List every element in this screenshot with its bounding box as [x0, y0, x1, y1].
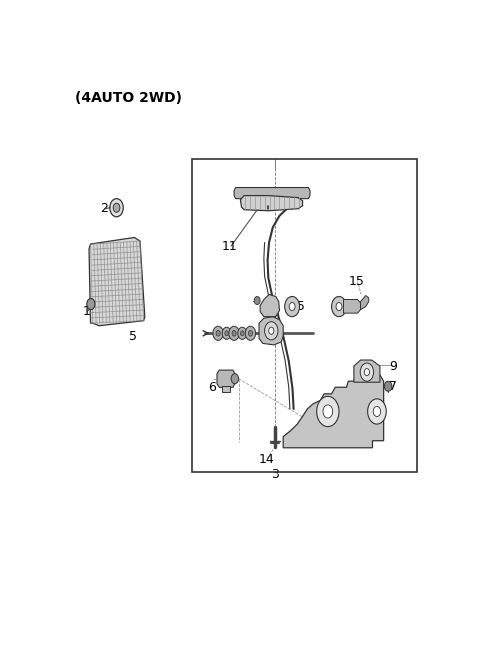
Polygon shape — [360, 295, 369, 310]
Polygon shape — [283, 366, 384, 448]
Circle shape — [336, 303, 342, 310]
Text: 14: 14 — [259, 453, 275, 466]
Text: 9: 9 — [389, 360, 397, 373]
Polygon shape — [89, 238, 145, 326]
Polygon shape — [240, 196, 302, 211]
Circle shape — [264, 322, 278, 340]
Polygon shape — [354, 360, 380, 383]
Polygon shape — [260, 295, 279, 316]
Circle shape — [332, 297, 347, 316]
Circle shape — [232, 331, 236, 336]
Text: 3: 3 — [271, 468, 279, 481]
Circle shape — [360, 363, 373, 381]
Circle shape — [87, 299, 95, 310]
Circle shape — [368, 399, 386, 424]
Circle shape — [245, 326, 256, 341]
Circle shape — [269, 328, 274, 334]
Text: (4AUTO 2WD): (4AUTO 2WD) — [75, 91, 182, 105]
Bar — [192, 159, 417, 472]
Circle shape — [248, 331, 252, 336]
Circle shape — [285, 297, 300, 316]
Polygon shape — [259, 316, 283, 345]
Text: 7: 7 — [389, 380, 397, 393]
Circle shape — [254, 297, 260, 305]
Text: 11: 11 — [221, 240, 237, 253]
Text: 6: 6 — [208, 381, 216, 394]
Circle shape — [384, 381, 392, 391]
Circle shape — [323, 405, 333, 418]
Polygon shape — [344, 299, 360, 313]
Text: 5: 5 — [129, 330, 136, 343]
Circle shape — [113, 203, 120, 212]
Circle shape — [231, 373, 239, 384]
Polygon shape — [234, 187, 310, 198]
Circle shape — [373, 406, 381, 417]
Circle shape — [213, 326, 223, 341]
Circle shape — [222, 328, 231, 339]
Circle shape — [289, 303, 295, 310]
Circle shape — [229, 326, 240, 341]
Circle shape — [317, 396, 339, 426]
Text: 2: 2 — [100, 202, 108, 215]
Text: 15: 15 — [289, 300, 305, 313]
Circle shape — [216, 331, 220, 336]
Circle shape — [238, 328, 247, 339]
Polygon shape — [217, 370, 235, 387]
Circle shape — [110, 198, 123, 217]
Circle shape — [364, 369, 370, 376]
Text: 15: 15 — [349, 275, 365, 288]
Bar — [222, 386, 230, 392]
Text: 1: 1 — [83, 305, 91, 318]
Circle shape — [240, 331, 244, 336]
Circle shape — [225, 331, 228, 336]
